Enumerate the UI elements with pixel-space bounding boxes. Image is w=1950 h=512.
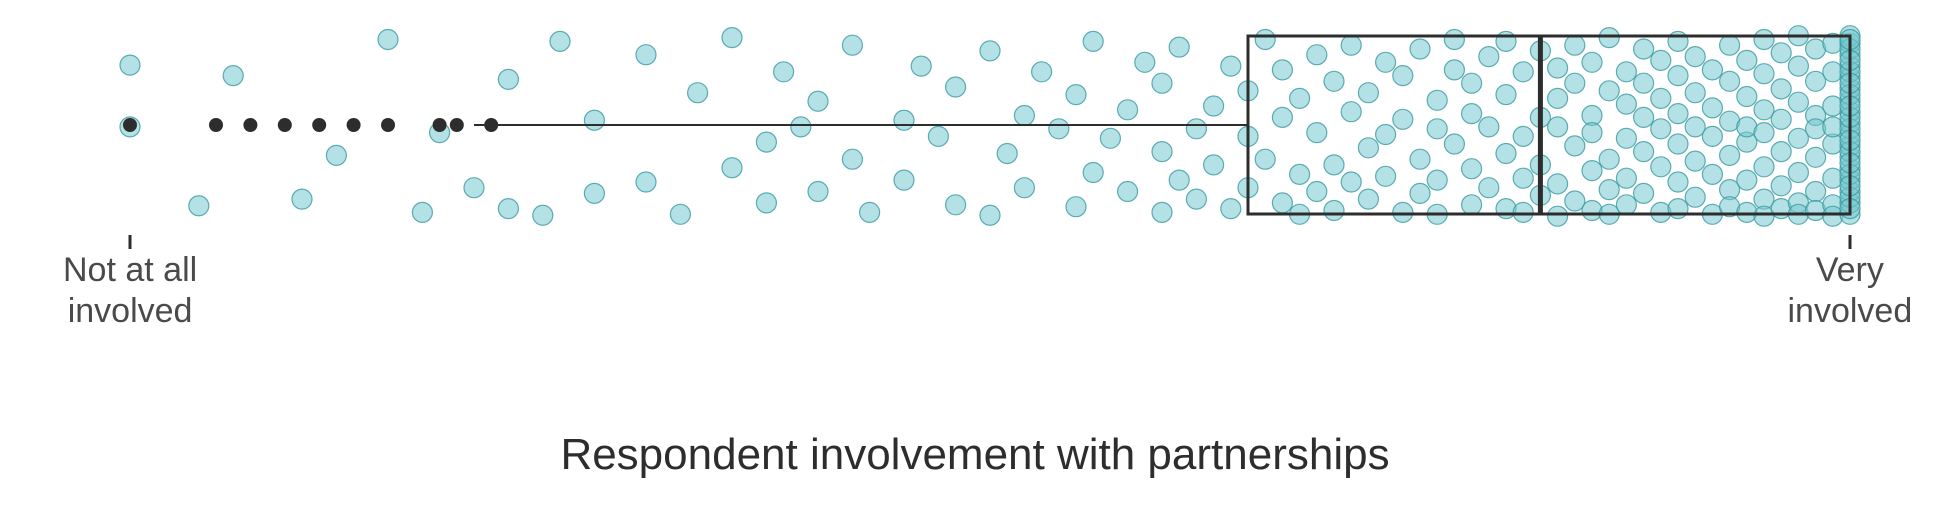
x-axis-label-min: Not at all involved: [63, 250, 197, 332]
x-axis-label-max: Very involved: [1788, 250, 1913, 332]
chart-title: Respondent involvement with partnerships: [0, 430, 1950, 480]
boxplot-strip-chart: Not at all involved Very involved Respon…: [0, 0, 1950, 512]
